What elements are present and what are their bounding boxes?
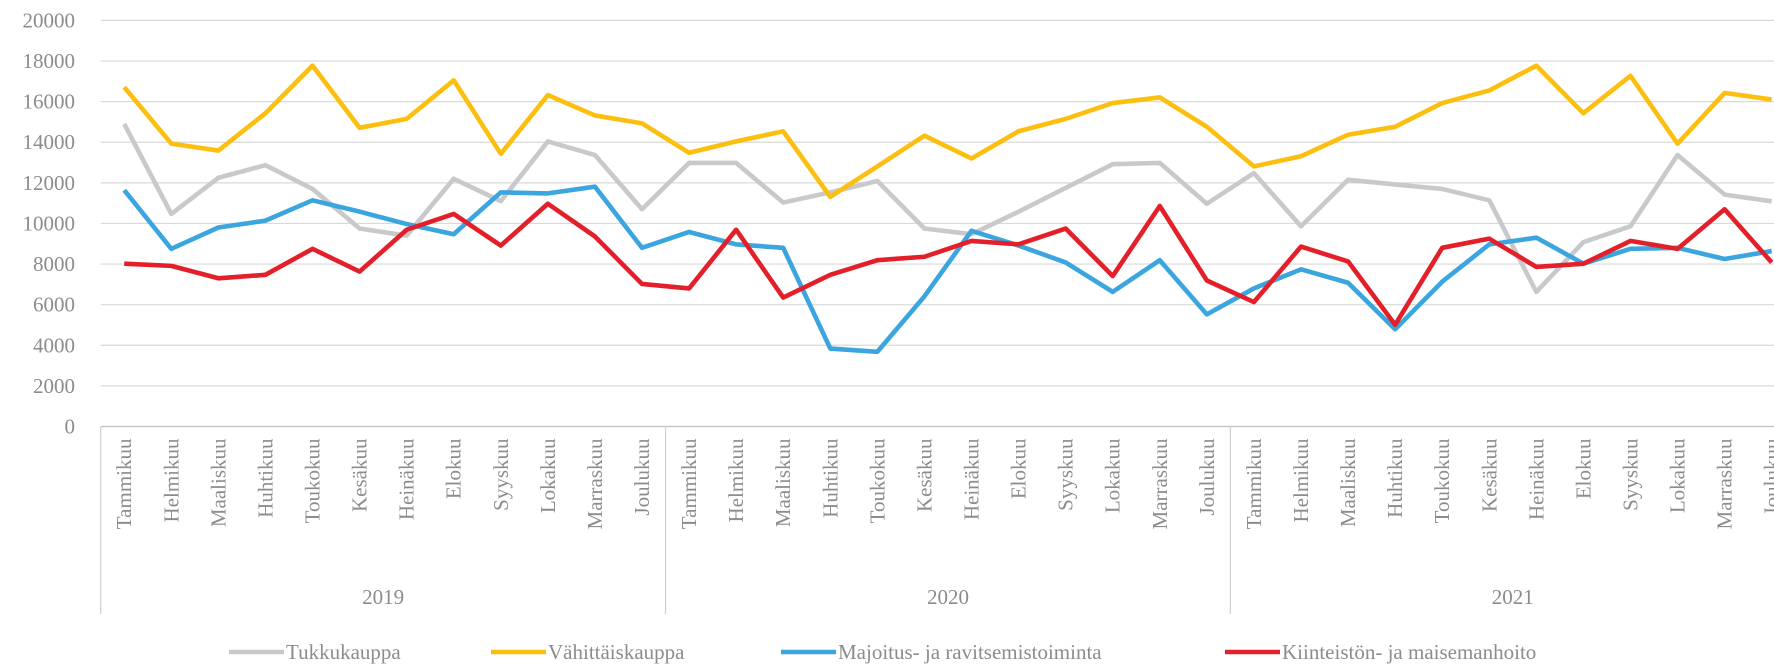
x-tick-label: Maaliskuu <box>771 438 795 527</box>
x-tick-label: Toukokuu <box>1430 438 1454 523</box>
x-tick-label: Kesäkuu <box>348 438 372 512</box>
x-tick-label: Toukokuu <box>865 438 889 523</box>
x-tick-label: Elokuu <box>442 438 466 499</box>
legend-label: Vähittäiskauppa <box>548 640 685 664</box>
x-tick-label: Lokakuu <box>1101 438 1125 513</box>
legend-label: Kiinteistön- ja maisemanhoito <box>1282 640 1536 664</box>
x-group-label: 2020 <box>927 585 969 609</box>
x-tick-label: Elokuu <box>1571 438 1595 499</box>
x-tick-label: Helmikuu <box>159 438 183 522</box>
x-tick-label: Toukokuu <box>301 438 325 523</box>
y-tick-label: 16000 <box>23 90 76 114</box>
x-tick-label: Joulukuu <box>1195 438 1219 516</box>
x-tick-label: Maaliskuu <box>1336 438 1360 527</box>
x-tick-label: Tammikuu <box>112 438 136 529</box>
x-tick-label: Helmikuu <box>1289 438 1313 522</box>
y-tick-label: 2000 <box>33 374 75 398</box>
y-tick-label: 12000 <box>23 171 76 195</box>
x-tick-label: Heinäkuu <box>959 438 983 520</box>
x-tick-label: Kesäkuu <box>1477 438 1501 512</box>
x-tick-label: Maaliskuu <box>206 438 230 527</box>
x-tick-label: Helmikuu <box>724 438 748 522</box>
x-tick-label: Huhtikuu <box>818 438 842 518</box>
series-line <box>122 63 1773 200</box>
y-tick-label: 10000 <box>23 211 76 235</box>
x-tick-label: Joulukuu <box>1760 438 1774 516</box>
x-tick-label: Kesäkuu <box>912 438 936 512</box>
series-line <box>124 201 1774 328</box>
y-tick-label: 4000 <box>33 333 75 357</box>
x-tick-label: Lokakuu <box>1666 438 1690 513</box>
x-tick-label: Marraskuu <box>1713 438 1737 529</box>
x-tick-label: Syyskuu <box>1618 438 1642 511</box>
y-tick-label: 20000 <box>23 8 76 32</box>
x-tick-label: Heinäkuu <box>395 438 419 520</box>
x-tick-label: Lokakuu <box>536 438 560 513</box>
y-tick-label: 6000 <box>33 293 75 317</box>
y-tick-label: 14000 <box>23 130 76 154</box>
y-tick-label: 8000 <box>33 252 75 276</box>
y-tick-label: 0 <box>65 415 76 439</box>
x-tick-label: Marraskuu <box>583 438 607 529</box>
x-tick-label: Joulukuu <box>630 438 654 516</box>
legend-label: Majoitus- ja ravitsemistoiminta <box>838 640 1102 664</box>
x-group-label: 2021 <box>1492 585 1534 609</box>
x-tick-label: Tammikuu <box>677 438 701 529</box>
x-tick-label: Huhtikuu <box>1383 438 1407 518</box>
legend-label: Tukkukauppa <box>286 640 401 664</box>
x-tick-label: Tammikuu <box>1242 438 1266 529</box>
x-tick-label: Marraskuu <box>1148 438 1172 529</box>
x-tick-label: Heinäkuu <box>1524 438 1548 520</box>
x-tick-label: Syyskuu <box>489 438 513 511</box>
x-tick-label: Syyskuu <box>1054 438 1078 511</box>
x-tick-label: Elokuu <box>1007 438 1031 499</box>
x-tick-label: Huhtikuu <box>253 438 277 518</box>
y-tick-label: 18000 <box>23 49 76 73</box>
x-group-label: 2019 <box>362 585 404 609</box>
